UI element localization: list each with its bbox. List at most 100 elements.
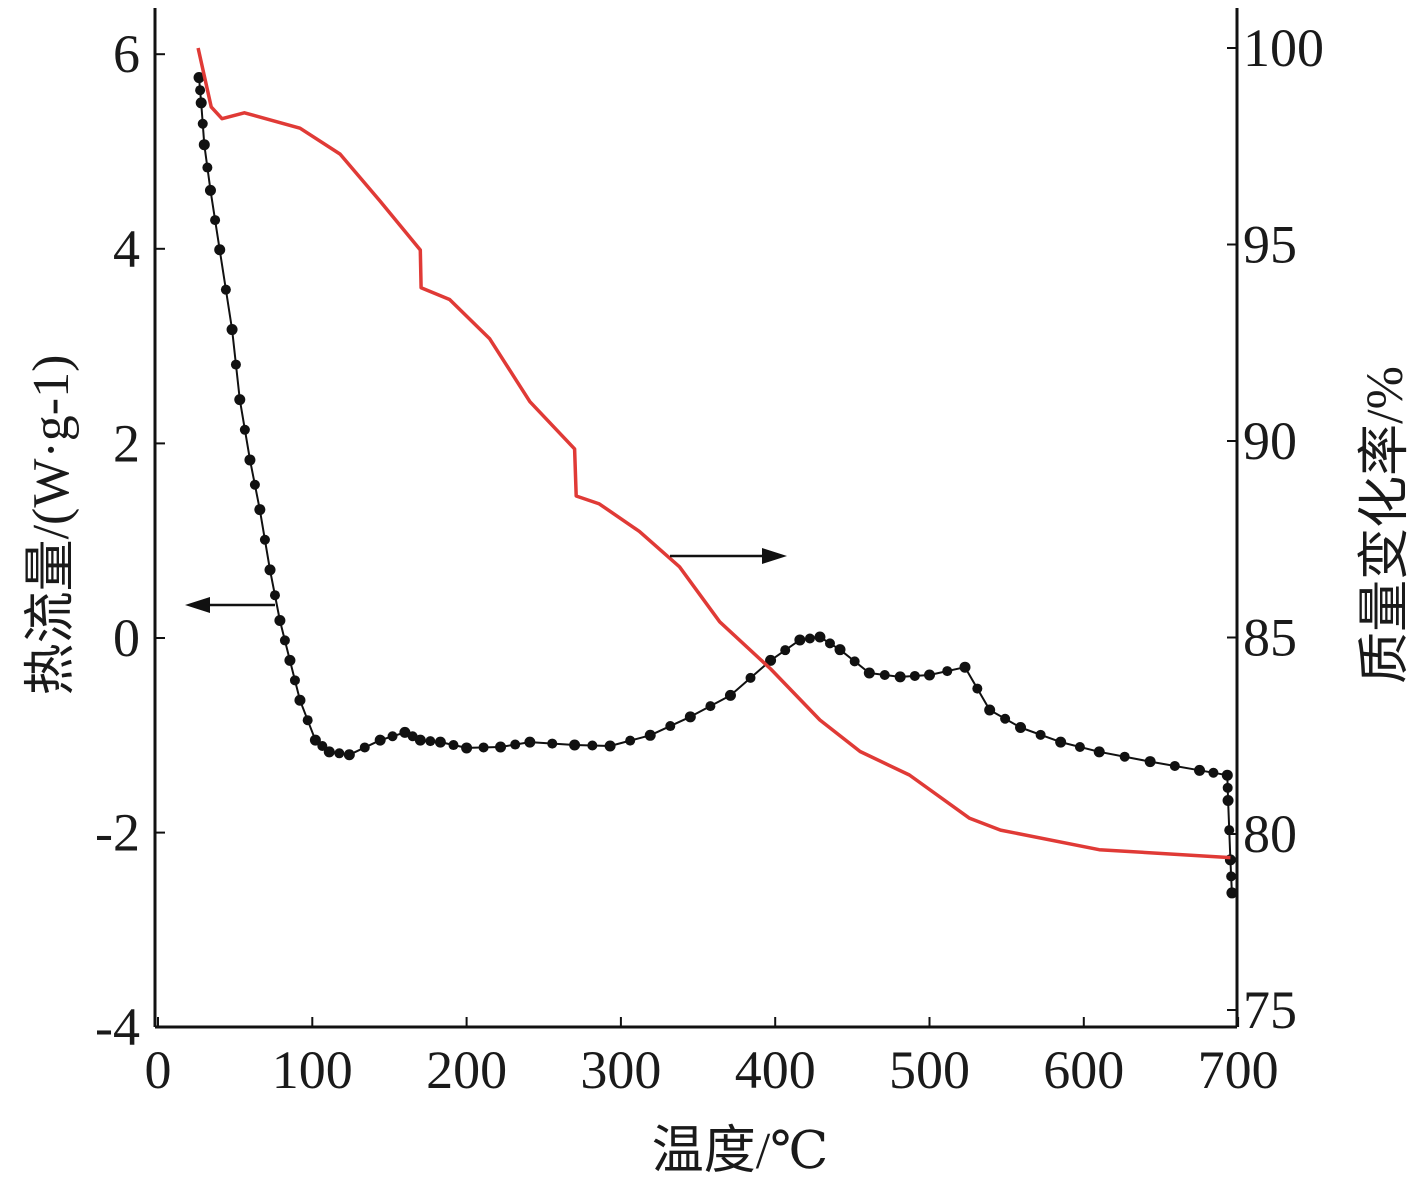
heat-flow-point xyxy=(387,731,398,742)
heat-flow-point xyxy=(665,721,676,732)
heat-flow-point xyxy=(780,645,791,656)
heat-flow-point xyxy=(244,454,256,466)
heat-flow-point xyxy=(1224,825,1235,836)
heat-flow-point xyxy=(824,638,835,649)
heat-flow-point xyxy=(984,704,996,716)
heat-flow-point xyxy=(399,726,411,738)
heat-flow-point xyxy=(259,534,270,545)
heat-flow-point xyxy=(478,742,489,753)
heat-flow-point xyxy=(195,97,207,109)
heat-flow-point xyxy=(1055,736,1067,748)
y-left-tick-label: -2 xyxy=(95,803,140,863)
y-right-tick-label: 100 xyxy=(1243,18,1324,78)
heat-flow-point xyxy=(1119,751,1130,762)
heat-flow-point xyxy=(374,734,386,746)
left-arrow-head xyxy=(185,597,210,613)
heat-flow-point xyxy=(972,683,983,694)
x-tick-label: 200 xyxy=(426,1040,507,1100)
x-tick-label: 400 xyxy=(735,1040,816,1100)
y-left-tick-label: 2 xyxy=(113,413,140,473)
heat-flow-point xyxy=(1093,746,1105,758)
y-right-tick-label: 95 xyxy=(1243,215,1297,275)
heat-flow-point xyxy=(239,424,250,435)
heat-flow-point xyxy=(254,504,266,516)
heat-flow-point xyxy=(924,669,935,681)
heat-flow-point xyxy=(414,734,426,746)
heat-flow-point xyxy=(625,735,636,746)
y-right-axis-label: 质量变化率/% xyxy=(1357,366,1414,684)
heat-flow-point xyxy=(1000,713,1011,724)
heat-flow-point xyxy=(234,394,246,406)
x-tick-label: 100 xyxy=(272,1040,353,1100)
heat-flow-point xyxy=(724,689,736,701)
x-tick-label: 300 xyxy=(580,1040,661,1100)
heat-flow-point xyxy=(210,215,221,226)
y-left-tick-label: 6 xyxy=(113,24,140,84)
heat-flow-point xyxy=(604,740,616,752)
heat-flow-point xyxy=(644,729,656,741)
annotations xyxy=(185,548,787,613)
y-right-tick-label: 75 xyxy=(1243,980,1297,1040)
heat-flow-point xyxy=(309,734,321,746)
heat-flow-point xyxy=(879,669,890,680)
heat-flow-point xyxy=(794,634,806,646)
heat-flow-point xyxy=(434,736,446,748)
heat-flow-point xyxy=(1221,769,1233,781)
x-tick-label: 600 xyxy=(1043,1040,1124,1100)
heat-flow-point xyxy=(1015,722,1027,734)
heat-flow-point xyxy=(1194,764,1206,776)
y-left-tick-label: -4 xyxy=(95,997,140,1057)
series-line-heat-flow xyxy=(198,77,1233,893)
heat-flow-point xyxy=(334,748,345,759)
heat-flow-point xyxy=(909,670,920,681)
heat-flow-point xyxy=(214,244,226,256)
x-tick-label: 0 xyxy=(145,1040,172,1100)
x-tick-label: 500 xyxy=(889,1040,970,1100)
heat-flow-point xyxy=(323,746,335,758)
tick-labels: 0 100 200 300 400 500 600 700 6 4 2 0 -2 -4 100 95 90 85 8… xyxy=(95,18,1324,1100)
heat-flow-point xyxy=(425,736,436,747)
heat-flow-point xyxy=(547,738,558,749)
heat-flow-point xyxy=(804,633,815,644)
heat-flow-point xyxy=(765,654,777,666)
heat-flow-point xyxy=(279,635,290,646)
heat-flow-point xyxy=(745,672,756,683)
right-arrow-head xyxy=(762,548,787,564)
heat-flow-point xyxy=(359,742,370,753)
heat-flow-point xyxy=(1169,760,1180,771)
heat-flow-point xyxy=(849,656,860,667)
heat-flow-point xyxy=(202,162,213,173)
heat-flow-point xyxy=(264,564,276,576)
heat-flow-point xyxy=(274,614,286,626)
heat-flow-point xyxy=(1074,741,1085,752)
heat-flow-point xyxy=(204,184,216,196)
heat-flow-point xyxy=(524,736,536,748)
heat-flow-point xyxy=(269,590,280,601)
heat-flow-point xyxy=(1035,729,1046,740)
heat-flow-point xyxy=(863,667,875,679)
y-left-tick-label: 0 xyxy=(113,608,140,668)
series-line-mass-change xyxy=(196,47,1231,860)
heat-flow-point xyxy=(461,742,473,754)
heat-flow-point xyxy=(197,118,208,129)
heat-flow-point xyxy=(220,284,231,295)
heat-flow-point xyxy=(1226,887,1238,899)
heat-flow-point xyxy=(495,741,507,753)
heat-flow-point xyxy=(1222,782,1233,793)
heat-flow-point xyxy=(1226,871,1237,882)
heat-flow-point xyxy=(317,741,328,752)
heat-flow-point xyxy=(448,740,459,751)
heat-flow-point xyxy=(1222,794,1234,806)
y-right-tick-label: 90 xyxy=(1243,411,1297,471)
x-tick-label: 700 xyxy=(1198,1040,1279,1100)
heat-flow-point xyxy=(814,631,826,643)
heat-flow-point xyxy=(195,85,206,96)
heat-flow-point xyxy=(834,644,846,656)
heat-flow-point xyxy=(230,359,241,370)
heat-flow-point xyxy=(302,715,313,726)
series xyxy=(193,47,1238,899)
y-right-tick-label: 80 xyxy=(1243,804,1297,864)
heat-flow-point xyxy=(193,72,205,84)
x-axis-label: 温度/℃ xyxy=(652,1123,829,1180)
heat-flow-point xyxy=(289,675,300,686)
